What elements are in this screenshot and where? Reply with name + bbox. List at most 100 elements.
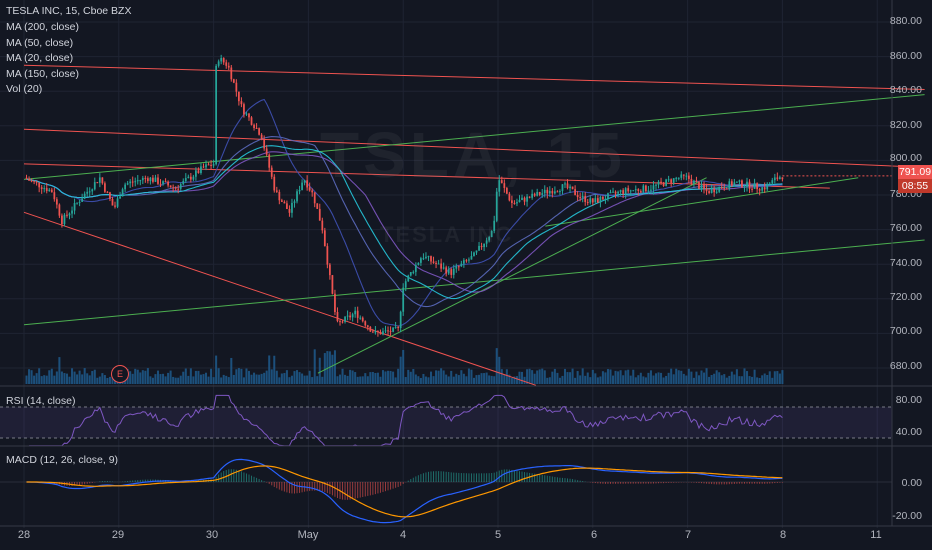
- macd-hist: [402, 482, 404, 484]
- volume-bar: [187, 375, 190, 384]
- macd-hist: [463, 473, 465, 482]
- candle-body: [243, 104, 245, 115]
- candle-body: [746, 181, 748, 187]
- earnings-badge[interactable]: E: [111, 365, 129, 383]
- candle-body: [195, 170, 197, 177]
- rsi-band: [0, 407, 892, 438]
- macd-hist: [718, 482, 720, 485]
- macd-hist: [754, 482, 756, 484]
- volume-bar: [225, 375, 228, 384]
- macd-hist: [771, 482, 773, 484]
- rsi-tick: 80.00: [895, 394, 922, 406]
- volume-bar: [60, 371, 63, 384]
- macd-hist: [470, 473, 472, 482]
- volume-bar: [632, 369, 635, 384]
- candle-body: [637, 189, 640, 192]
- legend-ma150[interactable]: MA (150, close): [6, 67, 79, 80]
- macd-hist: [84, 482, 86, 485]
- macd-hist: [273, 482, 275, 487]
- volume-bar: [599, 376, 602, 384]
- volume-bar: [667, 372, 670, 384]
- macd-hist: [716, 482, 718, 485]
- candle-body: [462, 260, 465, 264]
- rsi-label[interactable]: RSI (14, close): [6, 395, 76, 407]
- volume-bar: [220, 377, 223, 384]
- macd-hist: [427, 471, 429, 482]
- price-tick: 740.00: [889, 257, 922, 269]
- candle-body: [736, 181, 738, 183]
- volume-bar: [227, 377, 230, 384]
- candle-body: [778, 177, 781, 179]
- volume-bar: [629, 375, 632, 384]
- volume-bar: [460, 370, 463, 384]
- candle-body: [647, 190, 650, 192]
- candle-body: [460, 263, 463, 267]
- volume-bar: [660, 372, 663, 384]
- volume-bar: [33, 375, 36, 384]
- macd-hist: [149, 479, 151, 482]
- candle-body: [144, 177, 147, 179]
- macd-hist: [759, 482, 761, 484]
- volume-bar: [258, 374, 261, 384]
- macd-hist: [749, 482, 751, 484]
- chart-title[interactable]: TESLA INC, 15, Cboe BZX: [6, 5, 132, 17]
- trendline: [23, 128, 925, 168]
- volume-bar: [637, 375, 640, 384]
- legend-ma200[interactable]: MA (200, close): [6, 21, 79, 33]
- macd-hist: [476, 473, 478, 482]
- volume-bar: [523, 376, 526, 384]
- candle-body: [366, 325, 369, 327]
- macd-hist: [281, 482, 283, 491]
- candle-body: [480, 245, 483, 248]
- volume-bar: [756, 377, 759, 384]
- candle-body: [162, 181, 164, 184]
- macd-hist: [635, 482, 637, 484]
- candle-body: [551, 191, 554, 194]
- candle-body: [291, 202, 293, 213]
- volume-bar: [333, 350, 336, 384]
- macd-hist: [698, 482, 700, 484]
- legend-vol[interactable]: Vol (20): [6, 83, 43, 95]
- candle-body: [781, 177, 784, 180]
- legend-ma20[interactable]: MA (20, close): [6, 52, 74, 64]
- macd-hist: [645, 482, 647, 484]
- volume-bar: [771, 377, 774, 384]
- macd-hist: [536, 474, 538, 482]
- volume-bar: [733, 374, 736, 384]
- macd-hist: [561, 477, 563, 482]
- candle-body: [465, 260, 468, 262]
- volume-bar: [63, 373, 66, 384]
- volume-bar: [313, 349, 316, 384]
- macd-hist: [559, 477, 561, 482]
- volume-bar: [210, 368, 213, 384]
- volume-bar: [167, 372, 170, 384]
- chart-grid: [0, 0, 892, 528]
- candle-body: [250, 117, 253, 125]
- candle-body: [768, 183, 771, 185]
- volume-bar: [323, 353, 326, 384]
- volume-bar: [614, 370, 617, 384]
- macd-label[interactable]: MACD (12, 26, close, 9): [6, 454, 119, 466]
- volume-bar: [303, 375, 306, 384]
- volume-bar: [513, 376, 516, 384]
- legend-ma50[interactable]: MA (50, close): [6, 36, 74, 49]
- macd-hist: [420, 474, 422, 482]
- candle-body: [146, 178, 149, 182]
- macd-hist: [430, 471, 432, 482]
- macd-hist: [751, 482, 753, 484]
- candle-body: [518, 200, 521, 203]
- candle-body: [655, 184, 657, 186]
- volume-bar: [776, 371, 779, 384]
- volume-bar: [197, 370, 200, 384]
- volume-bar: [336, 376, 339, 384]
- candle-body: [627, 188, 630, 192]
- candle-body: [452, 268, 455, 275]
- macd-hist: [235, 469, 237, 482]
- candle-body: [543, 189, 546, 194]
- candle-body: [351, 314, 354, 318]
- candle-body: [258, 128, 260, 135]
- macd-tick: 0.00: [901, 477, 922, 489]
- macd-hist: [450, 472, 452, 482]
- candle-body: [187, 176, 190, 179]
